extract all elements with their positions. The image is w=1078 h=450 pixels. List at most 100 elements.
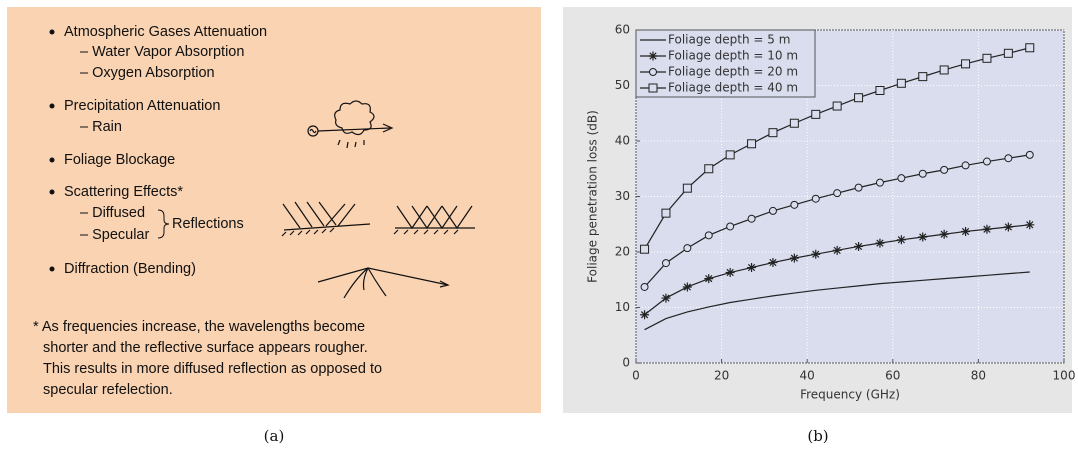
marker bbox=[961, 226, 971, 236]
item: Atmospheric Gases Attenuation bbox=[64, 24, 267, 40]
bullet bbox=[49, 189, 55, 195]
caption: (b) bbox=[807, 427, 828, 445]
marker bbox=[918, 169, 927, 178]
reflection-icons bbox=[281, 201, 475, 237]
marker bbox=[768, 206, 777, 215]
marker bbox=[683, 244, 692, 253]
marker bbox=[811, 249, 821, 259]
marker bbox=[918, 232, 928, 242]
marker bbox=[961, 161, 970, 170]
marker bbox=[682, 282, 692, 292]
marker bbox=[747, 263, 757, 273]
marker bbox=[1003, 48, 1013, 58]
legend-marker bbox=[649, 68, 657, 76]
marker bbox=[725, 268, 735, 278]
marker bbox=[875, 85, 885, 95]
subitem: – Oxygen Absorption bbox=[80, 65, 215, 81]
subitem: – Rain bbox=[80, 119, 122, 135]
legend-box bbox=[635, 29, 816, 98]
footnote-line: This results in more diffused reflection… bbox=[43, 361, 382, 377]
marker bbox=[661, 259, 670, 268]
marker bbox=[896, 78, 906, 88]
marker bbox=[832, 245, 842, 255]
x-tick-label: 20 bbox=[714, 369, 729, 383]
marker bbox=[789, 253, 799, 263]
panel-a: Atmospheric Gases Attenuation – Water Va… bbox=[7, 7, 541, 413]
marker bbox=[896, 235, 906, 245]
marker bbox=[897, 174, 906, 183]
panel-a-background bbox=[7, 7, 541, 413]
item: Precipitation Attenuation bbox=[64, 98, 220, 114]
legend-label: Foliage depth = 5 m bbox=[668, 33, 790, 47]
marker bbox=[640, 282, 649, 291]
marker bbox=[854, 93, 864, 103]
bullet bbox=[49, 157, 55, 163]
marker bbox=[704, 164, 714, 174]
item: Foliage Blockage bbox=[64, 152, 175, 168]
x-tick-label: 60 bbox=[885, 369, 900, 383]
y-tick-label: 0 bbox=[622, 356, 630, 370]
footnote-line: specular refelection. bbox=[43, 382, 173, 398]
marker bbox=[790, 200, 799, 209]
marker bbox=[704, 231, 713, 240]
y-tick-label: 60 bbox=[615, 23, 630, 37]
item: Diffraction (Bending) bbox=[64, 261, 196, 277]
diffraction-icon bbox=[317, 267, 450, 299]
marker bbox=[918, 72, 928, 82]
y-axis-label: Foliage penetration loss (dB) bbox=[586, 110, 600, 283]
bullet bbox=[49, 103, 55, 109]
footnote-line: shorter and the reflective surface appea… bbox=[43, 340, 368, 356]
marker bbox=[682, 183, 692, 193]
legend-label: Foliage depth = 10 m bbox=[668, 49, 798, 63]
marker bbox=[640, 244, 650, 254]
marker bbox=[1025, 220, 1035, 230]
item: Scattering Effects* bbox=[64, 184, 183, 200]
marker bbox=[940, 165, 949, 174]
legend-marker bbox=[648, 83, 658, 93]
marker bbox=[768, 258, 778, 268]
marker bbox=[982, 53, 992, 63]
marker bbox=[939, 65, 949, 75]
marker bbox=[1003, 222, 1013, 232]
subitem: – Water Vapor Absorption bbox=[80, 44, 244, 60]
marker bbox=[768, 128, 778, 138]
panel-b: 0 10 20 30 40 50 60 0 20 40 60 80 100 Frequency (GHz)… bbox=[563, 7, 1075, 413]
marker bbox=[661, 208, 671, 218]
rain-icon bbox=[307, 100, 394, 149]
y-tick-label: 50 bbox=[615, 78, 630, 92]
marker bbox=[1025, 150, 1034, 159]
marker bbox=[811, 109, 821, 119]
x-tick-label: 100 bbox=[1053, 369, 1076, 383]
marker bbox=[939, 229, 949, 239]
y-tick-label: 40 bbox=[615, 134, 630, 148]
marker bbox=[811, 194, 820, 203]
marker bbox=[1004, 154, 1013, 163]
bullet bbox=[49, 29, 55, 35]
marker bbox=[1025, 43, 1035, 53]
subitem: – Specular bbox=[80, 227, 149, 243]
y-tick-label: 10 bbox=[615, 300, 630, 314]
marker bbox=[704, 274, 714, 284]
x-tick-label: 80 bbox=[971, 369, 986, 383]
y-tick-label: 20 bbox=[615, 245, 630, 259]
y-tick-label: 30 bbox=[615, 189, 630, 203]
series-line bbox=[644, 271, 1030, 331]
marker bbox=[982, 157, 991, 166]
marker bbox=[961, 59, 971, 69]
brace bbox=[157, 209, 170, 239]
x-tick-label: 40 bbox=[800, 369, 815, 383]
bullet bbox=[49, 266, 55, 272]
marker bbox=[854, 183, 863, 192]
caption: (a) bbox=[264, 427, 285, 445]
marker bbox=[875, 178, 884, 187]
legend-label: Foliage depth = 20 m bbox=[668, 65, 798, 79]
legend-marker bbox=[648, 51, 658, 61]
marker bbox=[661, 293, 671, 303]
subitem: – Diffused bbox=[80, 205, 145, 221]
marker bbox=[725, 150, 735, 160]
x-axis-label: Frequency (GHz) bbox=[800, 388, 900, 402]
x-tick-label: 0 bbox=[632, 369, 640, 383]
marker bbox=[789, 118, 799, 128]
